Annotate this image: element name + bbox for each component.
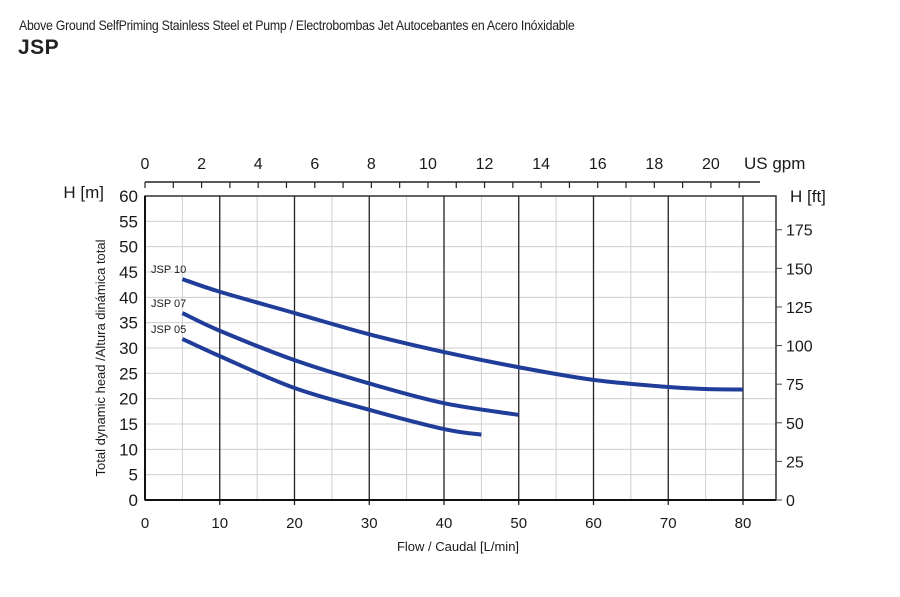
series-label: JSP 05 [151,324,186,336]
series-label: JSP 07 [151,298,186,310]
top-tick-label: 20 [702,156,720,173]
series-labels: JSP 10 JSP 07 JSP 05 [151,264,186,336]
top-tick-label: 4 [254,156,263,173]
y2-tick-label: 100 [786,339,813,356]
series-label: JSP 10 [151,264,186,276]
y-tick-label: 30 [119,339,138,358]
axes: 0 10 20 30 40 50 60 70 8005101520253035404550556… [119,156,813,532]
y-tick-label: 45 [119,263,138,282]
y2-tick-label: 0 [786,493,795,510]
x-tick-label: 60 [585,515,602,532]
x-tick-label: 70 [660,515,677,532]
top-unit-label: US gpm [744,154,805,173]
top-tick-label: 18 [645,156,663,173]
y2-tick-label: 75 [786,377,804,394]
top-tick-label: 6 [310,156,319,173]
y-tick-label: 10 [119,440,138,459]
y-tick-label: 60 [119,187,138,206]
curve-jsp-07 [181,311,520,417]
y-tick-label: 35 [119,314,138,333]
y-tick-label: 55 [119,212,138,231]
top-tick-label: 8 [367,156,376,173]
x-tick-label: 80 [735,515,752,532]
curve-jsp-10 [181,277,744,392]
left-unit-label: H [m] [63,183,104,202]
y2-tick-label: 125 [786,300,813,317]
top-tick-label: 10 [419,156,437,173]
y-tick-label: 25 [119,364,138,383]
y-tick-label: 5 [129,466,138,485]
y-tick-label: 0 [129,491,138,510]
y2-tick-label: 175 [786,223,813,240]
top-tick-label: 12 [476,156,494,173]
top-tick-label: 2 [197,156,206,173]
top-tick-label: 0 [141,156,150,173]
left-rotated-axis-label: Total dynamic head /Altura dinámica tota… [93,239,108,476]
curves [181,277,744,437]
x-tick-label: 30 [361,515,378,532]
chart-title: JSP [18,36,60,59]
y2-tick-label: 25 [786,454,804,471]
x-tick-label: 40 [436,515,453,532]
grid [145,196,776,505]
x-tick-label: 0 [141,515,149,532]
top-tick-label: 16 [589,156,607,173]
curve-jsp-05 [181,337,482,437]
x-tick-label: 50 [510,515,527,532]
right-unit-label: H [ft] [790,187,826,206]
x-tick-label: 10 [211,515,228,532]
y2-tick-label: 50 [786,416,804,433]
y-tick-label: 20 [119,390,138,409]
x-tick-label: 20 [286,515,303,532]
top-tick-label: 14 [532,156,550,173]
chart-subtitle: Above Ground SelfPriming Stainless Steel… [19,17,575,33]
y2-tick-label: 150 [786,261,813,278]
y-tick-label: 40 [119,288,138,307]
y-tick-label: 50 [119,238,138,257]
bottom-axis-label: Flow / Caudal [L/min] [397,539,519,554]
y-tick-label: 15 [119,415,138,434]
